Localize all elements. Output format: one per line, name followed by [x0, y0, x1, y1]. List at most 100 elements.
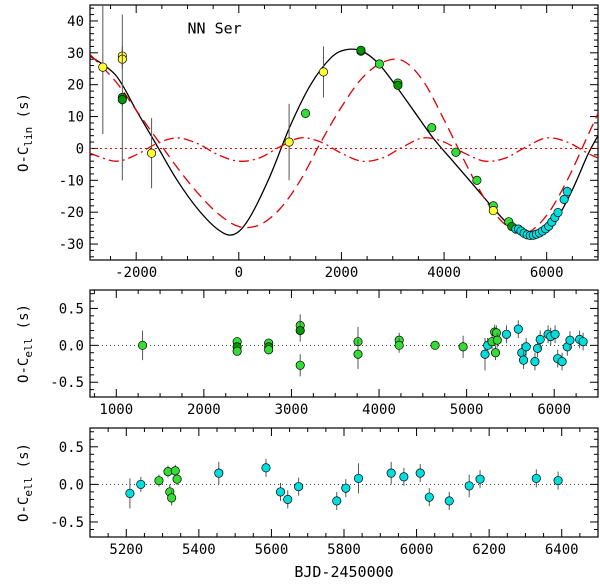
y-tick-label: 0.0	[59, 338, 84, 354]
data-point	[318, 67, 329, 77]
data-point	[374, 59, 384, 69]
data-point	[394, 340, 404, 350]
x-tick-label: 4000	[427, 265, 461, 281]
data-point	[386, 468, 396, 478]
y-tick-label: -30	[59, 237, 84, 253]
data-point	[295, 360, 305, 370]
data-point	[294, 482, 304, 492]
data-point	[341, 483, 351, 493]
model-curve	[90, 137, 598, 163]
panel-annotation: NN Ser	[187, 20, 241, 38]
data-point	[332, 496, 342, 506]
x-tick-label: 6200	[472, 542, 506, 558]
data-point	[138, 340, 148, 350]
x-tick-label: 3000	[275, 402, 309, 418]
data-point	[464, 481, 474, 491]
data-point	[553, 207, 563, 218]
axes-frame	[89, 4, 599, 261]
model-curve	[90, 53, 598, 234]
data-point	[519, 355, 529, 365]
y-tick-label: -10	[59, 173, 84, 189]
plot-area	[90, 314, 598, 377]
data-point	[444, 496, 454, 506]
data-point	[565, 335, 575, 345]
plot-area	[90, 458, 598, 510]
y-tick-label: 0	[76, 141, 84, 157]
data-point	[559, 194, 569, 204]
x-axis-label: BJD-2450000	[294, 563, 393, 581]
x-tick-label: 4000	[362, 402, 396, 418]
x-tick-label: 5800	[327, 542, 361, 558]
data-point	[172, 474, 182, 484]
data-point	[488, 206, 498, 216]
x-tick-label: 5000	[450, 402, 484, 418]
data-point	[427, 123, 437, 133]
data-point	[557, 357, 567, 367]
data-point	[578, 337, 588, 347]
data-point	[553, 476, 563, 486]
y-tick-label: 20	[67, 78, 84, 94]
data-point	[356, 45, 366, 55]
data-point	[562, 186, 572, 197]
x-tick-label: 0	[235, 265, 243, 281]
y-label-sub: lin	[22, 127, 35, 147]
axes-frame	[89, 427, 599, 538]
y-tick-label: -0.5	[50, 375, 84, 391]
x-tick-label: 6000	[400, 542, 434, 558]
x-tick-label: 6000	[537, 402, 571, 418]
data-point	[295, 326, 305, 336]
y-label-main: O-C	[16, 358, 32, 383]
data-point	[170, 466, 180, 476]
x-tick-label: 1000	[99, 402, 133, 418]
x-tick-label: 5400	[182, 542, 216, 558]
y-tick-label: -0.5	[50, 515, 84, 531]
y-axis-label: O-Cell (s)	[16, 304, 35, 383]
data-point	[513, 324, 523, 334]
data-point	[154, 476, 164, 486]
y-tick-label: 10	[67, 110, 84, 126]
x-tick-label: 2000	[187, 402, 221, 418]
data-point	[125, 488, 135, 498]
data-point	[232, 346, 242, 356]
data-point	[393, 80, 403, 90]
y-label-unit: (s)	[16, 93, 32, 127]
data-point	[167, 493, 177, 503]
x-tick-label: 6000	[530, 265, 564, 281]
x-tick-label: -2000	[115, 265, 157, 281]
data-point	[480, 349, 490, 359]
data-point	[399, 472, 409, 482]
y-label-unit: (s)	[16, 304, 32, 338]
y-label-unit: (s)	[16, 443, 32, 477]
data-point	[300, 108, 311, 118]
data-point	[353, 473, 364, 483]
y-label-sub: ell	[22, 477, 35, 497]
y-tick-label: 30	[67, 46, 84, 62]
axes-frame	[89, 289, 599, 398]
data-point	[424, 492, 434, 502]
y-label-main: O-C	[16, 497, 32, 522]
y-label-sub: ell	[22, 338, 35, 358]
data-point	[535, 334, 545, 344]
data-point	[531, 473, 541, 483]
y-label-main: O-C	[16, 147, 32, 172]
data-point	[275, 487, 286, 497]
data-point	[530, 357, 540, 367]
y-tick-label: 0.5	[59, 301, 84, 317]
data-point	[521, 342, 531, 352]
x-tick-label: 6400	[545, 542, 579, 558]
data-point	[533, 343, 543, 353]
data-point	[283, 494, 293, 504]
data-point	[492, 335, 502, 345]
data-point	[415, 468, 425, 478]
data-point	[136, 479, 146, 489]
model-curve	[90, 48, 598, 238]
data-point	[501, 329, 512, 339]
data-point	[98, 62, 108, 72]
data-point	[353, 349, 363, 359]
panel-3: 5200 5400 5600 5800 6000 6200 6400 -0.5 0.0 0.5 O-…	[16, 427, 599, 581]
y-tick-label: -20	[59, 205, 84, 221]
data-point	[472, 175, 482, 185]
y-tick-label: 40	[67, 14, 84, 30]
y-tick-label: 0.0	[59, 477, 84, 493]
